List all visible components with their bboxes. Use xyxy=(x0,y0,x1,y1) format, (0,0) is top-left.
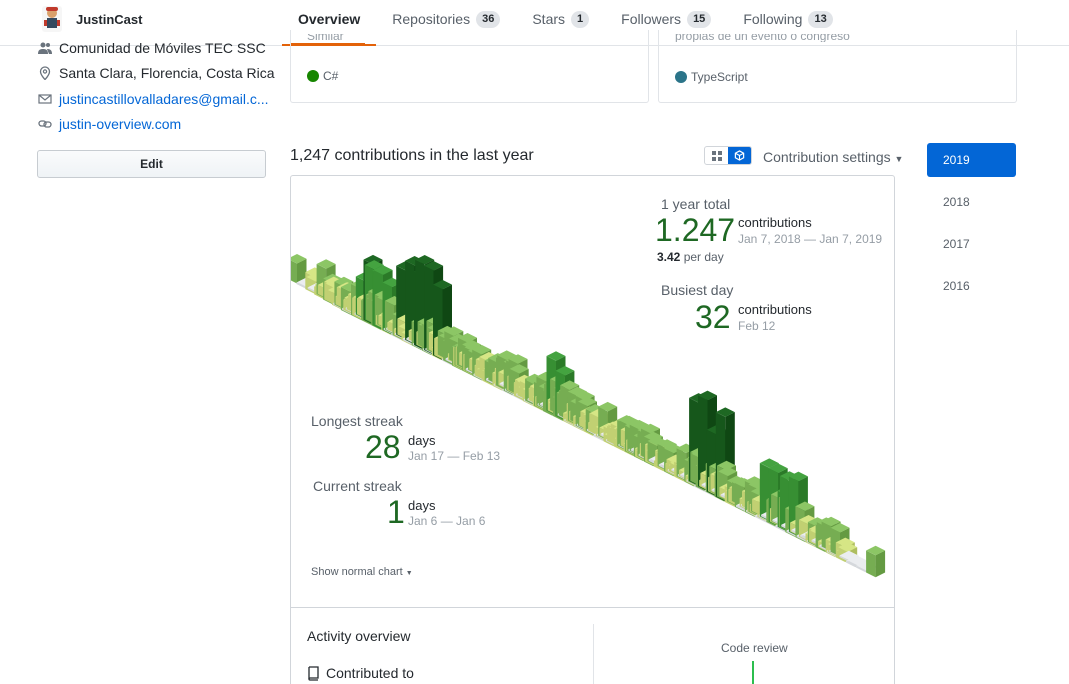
year-2018[interactable]: 2018 xyxy=(943,195,970,209)
longest-streak-label: Longest streak xyxy=(311,413,403,429)
caret-down-icon: ▼ xyxy=(405,570,413,577)
total-label: 1 year total xyxy=(661,196,731,212)
sidebar-email[interactable]: justincastillovalladares@gmail.c... xyxy=(38,91,269,107)
current-streak-label: Current streak xyxy=(313,478,402,494)
current-streak-range: Jan 6 — Jan 6 xyxy=(408,514,486,528)
year-2019[interactable]: 2019 xyxy=(927,143,1016,177)
location-pin-icon xyxy=(39,66,51,80)
busiest-unit: contributions xyxy=(738,302,812,317)
current-streak-unit: days xyxy=(408,498,436,513)
total-value: 1.247 xyxy=(655,212,736,248)
contribution-bar xyxy=(291,254,307,284)
sidebar-website[interactable]: justin-overview.com xyxy=(38,116,181,132)
busiest-label: Busiest day xyxy=(661,282,734,298)
activity-axis-line xyxy=(752,661,754,684)
tab-counter: 36 xyxy=(476,11,501,28)
tab-stars[interactable]: Stars 1 xyxy=(516,0,605,46)
link-icon xyxy=(38,120,52,128)
tab-label: Followers xyxy=(621,11,682,27)
repo-description: Similar xyxy=(307,34,344,42)
longest-streak-range: Jan 17 — Feb 13 xyxy=(408,449,501,463)
mail-icon xyxy=(38,94,52,104)
contributions-title: 1,247 contributions in the last year xyxy=(290,147,534,164)
longest-streak-unit: days xyxy=(408,433,436,448)
year-2017[interactable]: 2017 xyxy=(943,237,970,251)
per-day-stat: 3.42 per day xyxy=(657,250,724,264)
language-name: TypeScript xyxy=(691,70,748,84)
per-day-value: 3.42 xyxy=(657,250,681,264)
card-accent xyxy=(291,43,365,45)
tab-label: Overview xyxy=(298,11,361,27)
grid-view-button[interactable] xyxy=(705,147,728,164)
cube-icon xyxy=(734,150,745,161)
chart-view-toggle xyxy=(704,146,752,165)
year-2016[interactable]: 2016 xyxy=(943,279,970,293)
language-name: C# xyxy=(323,69,339,83)
profile-nav-bar: JustinCast Overview Repositories 36 Stars… xyxy=(0,0,1069,46)
longest-streak-value: 28 xyxy=(365,429,401,465)
contributed-to-row: Contributed to xyxy=(307,665,414,681)
show-normal-chart-link[interactable]: Show normal chart ▼ xyxy=(311,566,413,578)
section-divider xyxy=(291,607,894,608)
caret-down-icon: ▼ xyxy=(894,154,904,164)
repo-book-icon xyxy=(308,665,319,681)
settings-label: Contribution settings xyxy=(763,149,891,165)
language-color-dot xyxy=(307,70,319,82)
show-normal-label: Show normal chart xyxy=(311,566,403,578)
sidebar-location: Santa Clara, Florencia, Costa Rica xyxy=(38,65,275,81)
contributed-to-label: Contributed to xyxy=(326,665,414,681)
sidebar-organization: Comunidad de Móviles TEC SSC xyxy=(38,40,266,56)
tab-label: Following xyxy=(743,11,803,27)
tab-repositories[interactable]: Repositories 36 xyxy=(376,0,516,46)
tab-following[interactable]: Following 13 xyxy=(727,0,848,46)
tab-overview[interactable]: Overview xyxy=(282,0,377,46)
repo-description: propias de un evento o congreso xyxy=(675,34,850,42)
contribution-graph-box: 1 year total 1.247 contributions Jan 7, … xyxy=(290,175,895,684)
language-color-dot xyxy=(675,71,687,83)
current-streak-value: 1 xyxy=(387,494,405,530)
contribution-bar xyxy=(866,545,886,578)
user-avatar[interactable] xyxy=(38,4,66,34)
total-range: Jan 7, 2018 — Jan 7, 2019 xyxy=(738,232,883,246)
repo-language: C# xyxy=(307,69,338,83)
per-day-unit: per day xyxy=(683,250,724,264)
pinned-repo-card[interactable]: propias de un evento o congreso TypeScri… xyxy=(658,30,1017,103)
email-link[interactable]: justincastillovalladares@gmail.c... xyxy=(59,91,269,107)
isometric-contribution-chart xyxy=(291,254,886,578)
busiest-value: 32 xyxy=(695,299,731,335)
activity-overview-title: Activity overview xyxy=(307,628,411,644)
activity-divider xyxy=(593,624,594,684)
tab-counter: 15 xyxy=(687,11,712,28)
tab-label: Repositories xyxy=(392,11,471,27)
profile-tabs: Overview Repositories 36 Stars 1 Followers… xyxy=(282,0,849,46)
location-text: Santa Clara, Florencia, Costa Rica xyxy=(59,65,275,81)
busiest-date: Feb 12 xyxy=(738,319,776,333)
contribution-settings-dropdown[interactable]: Contribution settings ▼ xyxy=(763,149,903,165)
username[interactable]: JustinCast xyxy=(76,12,143,27)
tab-counter: 1 xyxy=(571,11,590,28)
code-review-label: Code review xyxy=(721,641,788,655)
website-link[interactable]: justin-overview.com xyxy=(59,116,182,132)
edit-profile-button[interactable]: Edit xyxy=(37,150,266,178)
people-icon xyxy=(38,42,52,54)
pinned-repo-card[interactable]: Similar C# xyxy=(290,30,649,103)
organization-text: Comunidad de Móviles TEC SSC xyxy=(59,40,266,56)
total-unit: contributions xyxy=(738,215,812,230)
repo-language: TypeScript xyxy=(675,70,748,84)
tab-counter: 13 xyxy=(808,11,833,28)
isometric-view-button[interactable] xyxy=(728,147,751,164)
tab-label: Stars xyxy=(532,11,566,27)
tab-followers[interactable]: Followers 15 xyxy=(605,0,727,46)
grid-icon xyxy=(711,150,722,161)
